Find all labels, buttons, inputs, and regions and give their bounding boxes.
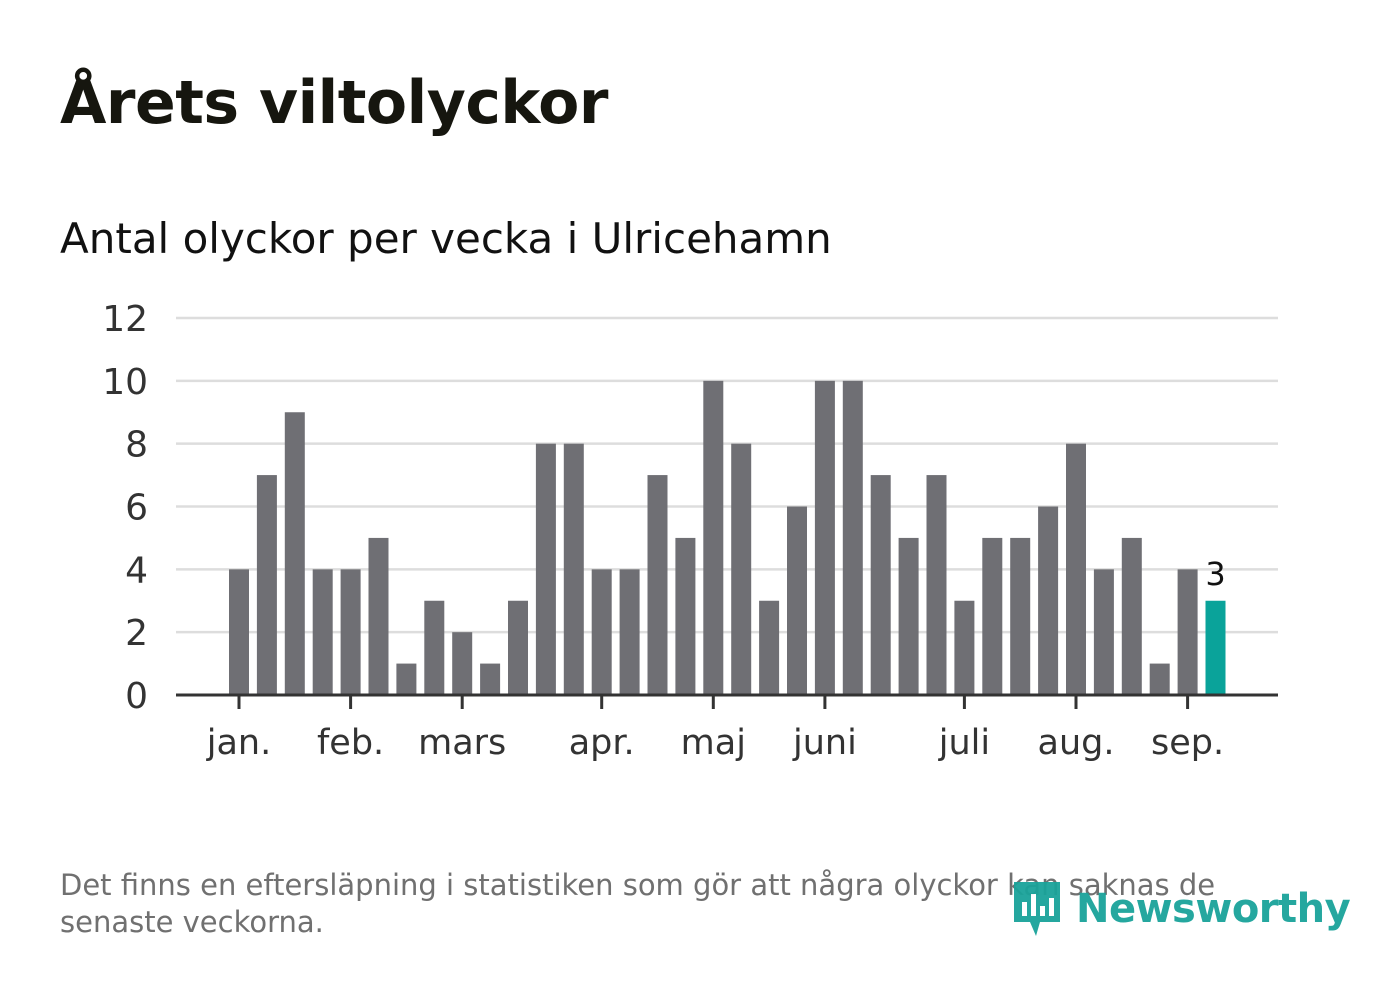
bar [563,443,584,695]
bar [619,569,640,695]
bar [312,569,333,695]
data-label: 3 [1205,555,1225,593]
bar [256,475,277,695]
bar [368,537,389,695]
bar [340,569,361,695]
bar [787,506,807,695]
x-tick-label: aug. [1038,723,1115,763]
bar [814,380,835,695]
x-tick-label: sep. [1151,723,1224,763]
bar [647,475,668,695]
bar [1177,569,1198,695]
bar [1121,537,1142,695]
bar [1010,537,1031,695]
x-tick-label: juli [938,723,990,763]
bar [480,663,501,695]
x-tick-label: feb. [317,723,384,763]
bar [284,412,305,695]
chart-subtitle: Antal olyckor per vecka i Ulricehamn [60,214,832,263]
bar [424,600,445,695]
bar [396,663,417,695]
bar [870,475,891,695]
x-tick-label: maj [681,723,746,763]
bar [508,600,528,695]
bar [703,380,724,695]
bar [591,569,612,695]
bars [229,380,1226,695]
y-tick-label: 8 [125,425,148,466]
y-axis-ticks: 0 2 4 6 8 10 12 [102,299,148,717]
bar [926,475,947,695]
bar [535,443,556,695]
y-tick-label: 4 [125,550,148,591]
y-tick-label: 6 [125,488,148,529]
bar [1066,443,1086,695]
bar [1093,569,1114,695]
bar [1149,663,1170,695]
bar [675,537,696,695]
bar [759,600,780,695]
bar [731,443,752,695]
bar [842,380,863,695]
bar [452,632,473,695]
newsworthy-logo: Newsworthy [1010,878,1351,940]
annotations: 3 [1205,555,1225,593]
y-tick-label: 0 [125,676,148,717]
bar [982,537,1003,695]
bar [954,600,975,695]
bar-highlight [1205,600,1226,695]
bar [1038,506,1059,695]
x-tick-label: juni [792,723,857,763]
logo-text: Newsworthy [1076,886,1351,932]
bar [229,569,249,695]
y-tick-label: 2 [125,613,148,654]
chart-title: Årets viltolyckor [60,68,609,138]
newsworthy-logo-icon [1014,882,1060,936]
bar-chart: 0 2 4 6 8 10 12 jan. feb. mars apr. maj juni juli aug… [102,299,1278,763]
y-tick-label: 10 [102,362,148,403]
x-axis: jan. feb. mars apr. maj juni juli aug. sep. [176,693,1278,763]
bar [898,537,919,695]
y-tick-label: 12 [102,299,148,340]
x-tick-label: mars [418,723,506,763]
x-tick-label: jan. [206,723,271,763]
x-tick-label: apr. [569,723,635,763]
